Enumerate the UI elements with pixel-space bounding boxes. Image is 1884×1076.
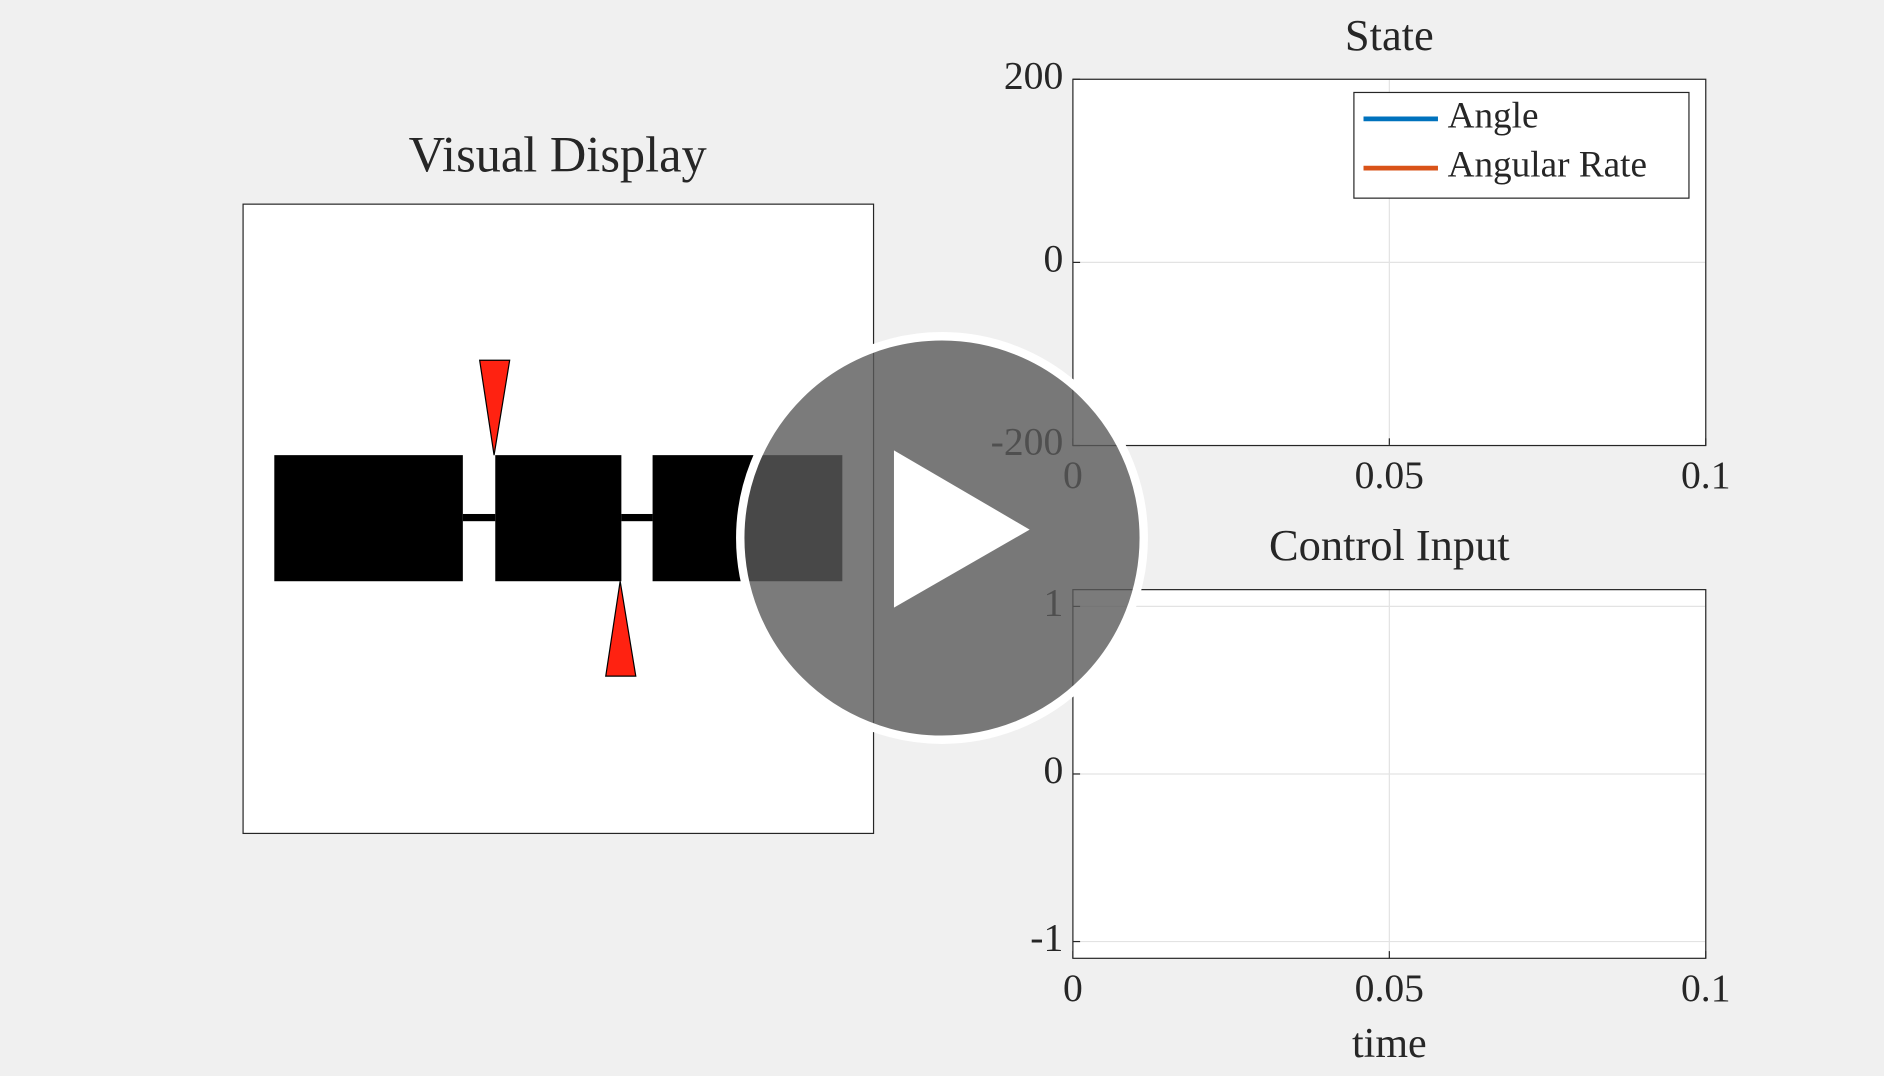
x-tick-label: 0.1 bbox=[1681, 966, 1731, 1010]
strut bbox=[621, 513, 653, 522]
thruster bbox=[605, 581, 637, 677]
y-tick-label: 200 bbox=[1004, 53, 1063, 97]
x-axis-label: time bbox=[1352, 1021, 1427, 1067]
legend-label: Angular Rate bbox=[1448, 145, 1647, 186]
play-button[interactable] bbox=[736, 332, 1148, 744]
panel bbox=[274, 455, 463, 582]
play-icon[interactable] bbox=[893, 450, 1030, 608]
charts: 00.050.1-2000200StateAngleAngular Rate00… bbox=[991, 10, 1731, 1067]
chart-title: Control Input bbox=[1269, 520, 1510, 570]
y-tick-label: -1 bbox=[1030, 916, 1063, 960]
x-tick-label: 0 bbox=[1063, 966, 1083, 1010]
axes-box bbox=[1072, 78, 1707, 447]
thruster bbox=[478, 359, 511, 456]
body bbox=[495, 455, 622, 582]
y-tick-label: 0 bbox=[1043, 748, 1063, 792]
axes-box bbox=[1072, 589, 1707, 959]
y-tick-label: 0 bbox=[1043, 236, 1063, 280]
chart-title: State bbox=[1345, 10, 1434, 60]
legend-label: Angle bbox=[1448, 95, 1539, 136]
x-tick-label: 0.05 bbox=[1355, 453, 1424, 497]
display-title: Visual Display bbox=[409, 126, 708, 182]
strut bbox=[462, 513, 496, 522]
x-tick-label: 0.1 bbox=[1681, 453, 1731, 497]
legend-box bbox=[1353, 91, 1690, 199]
x-tick-label: 0.05 bbox=[1355, 966, 1424, 1010]
